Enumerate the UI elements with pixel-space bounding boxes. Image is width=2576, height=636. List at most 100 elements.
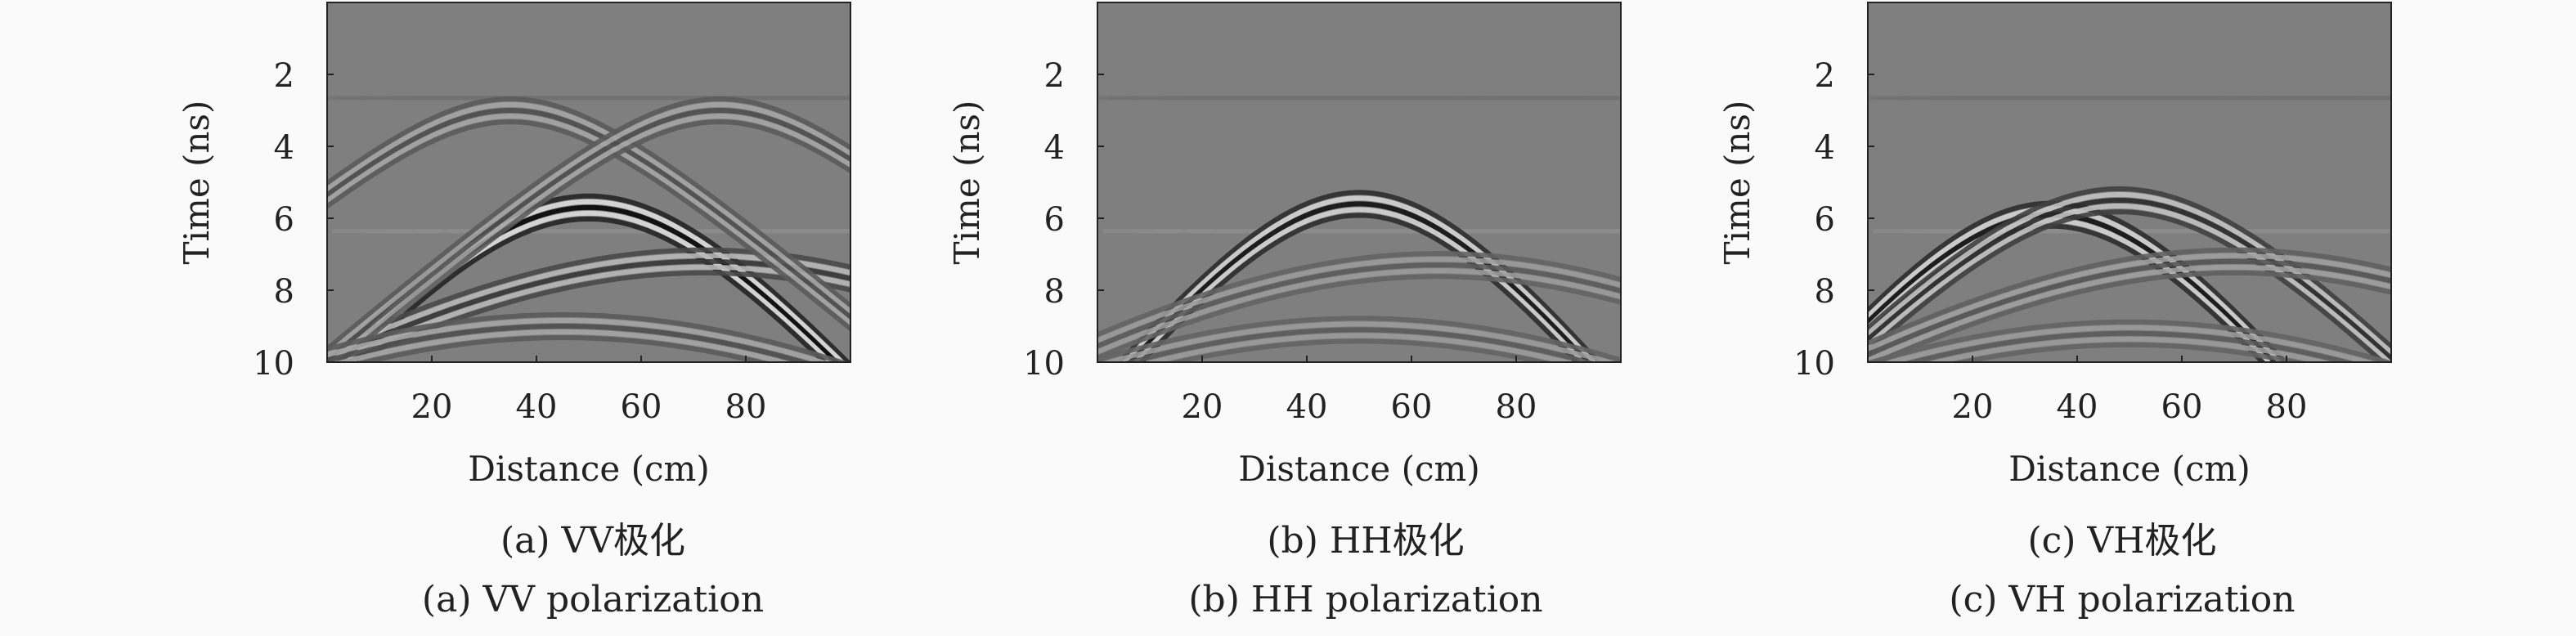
y-axis-label: Time (ns) xyxy=(177,101,217,265)
x-tick-label: 60 xyxy=(2161,388,2203,426)
y-axis-label: Time (ns) xyxy=(947,101,987,265)
reflection-hyperbola xyxy=(327,119,850,332)
x-axis-label: Distance (cm) xyxy=(468,449,709,489)
noise-stripe xyxy=(1469,229,1621,234)
noise-stripe xyxy=(782,229,850,234)
heatmap-background xyxy=(1868,2,2391,362)
reflection-hyperbola xyxy=(1097,262,1621,349)
reflection-hyperbola xyxy=(1165,338,1553,362)
reflection-hyperbola xyxy=(1903,330,2356,362)
x-tick-label: 20 xyxy=(1182,388,1223,426)
reflection-hyperbola xyxy=(1121,327,1597,362)
panel-b: 2 4 6 8 10 20 40 60 80 Distance (cm) Time (ns) xyxy=(947,2,1622,489)
caption-c-en: (c) VH polarization xyxy=(1949,579,2296,620)
noise-stripe xyxy=(1552,229,1621,234)
caption-a-en: (a) VV polarization xyxy=(421,579,765,620)
y-tick-label: 2 xyxy=(1044,57,1065,95)
y-tick-label: 6 xyxy=(274,201,294,239)
reflection-hyperbola xyxy=(1868,264,2391,362)
reflection-hyperbola xyxy=(1097,257,1621,343)
x-axis-label: Distance (cm) xyxy=(2008,449,2250,489)
reflection-hyperbola xyxy=(1097,251,1621,338)
panel-a: 2 4 6 8 10 20 40 60 80 Distance (cm) Time (ns) xyxy=(177,2,851,489)
axes-frame xyxy=(326,2,851,363)
reflection-hyperbola xyxy=(1868,253,2391,352)
reflection-hyperbola xyxy=(1926,336,2333,362)
noise-stripe xyxy=(1495,96,1621,101)
y-tick-label: 4 xyxy=(1044,129,1065,167)
noise-stripe xyxy=(1275,96,1433,101)
y-tick-label: 6 xyxy=(1815,201,1835,239)
y-tick-label: 10 xyxy=(1793,345,1835,383)
noise-stripe xyxy=(505,96,662,101)
reflection-hyperbola xyxy=(327,113,850,326)
reflection-hyperbola xyxy=(327,101,850,357)
heatmap-area xyxy=(1097,2,1621,362)
caption-a-cn: (a) VV极化 xyxy=(500,520,686,562)
x-tick-label: 80 xyxy=(725,388,767,426)
panel-c: 2 4 6 8 10 20 40 60 80 Distance (cm) Time (ns) xyxy=(1717,2,2392,489)
noise-stripe xyxy=(725,96,850,101)
reflection-hyperbola xyxy=(1116,190,1602,362)
reflection-hyperbola xyxy=(1868,212,2278,362)
reflection-hyperbola xyxy=(1097,316,1621,362)
noise-stripe xyxy=(698,229,850,234)
reflection-hyperbola xyxy=(1868,200,2288,362)
axes-frame xyxy=(1867,2,2392,363)
y-tick-label: 2 xyxy=(1815,57,1835,95)
x-tick-label: 40 xyxy=(1286,388,1328,426)
reflection-hyperbola xyxy=(328,113,850,362)
x-tick-label: 40 xyxy=(2057,388,2098,426)
reflection-hyperbola xyxy=(327,107,850,362)
y-tick-label: 2 xyxy=(274,57,294,95)
reflection-hyperbola xyxy=(327,311,850,362)
x-tick-label: 80 xyxy=(1496,388,1537,426)
y-tick-label: 4 xyxy=(1815,129,1835,167)
reflection-hyperbola xyxy=(1868,206,2283,362)
reflection-hyperbola xyxy=(1868,258,2391,357)
reflection-hyperbola xyxy=(1142,333,1576,362)
reflection-hyperbola xyxy=(1097,274,1621,361)
reflection-hyperbola xyxy=(327,96,850,352)
reflection-hyperbola xyxy=(1097,268,1621,355)
x-tick-label: 60 xyxy=(621,388,662,426)
heatmap-area xyxy=(327,2,850,362)
reflection-hyperbola xyxy=(1868,319,2391,362)
noise-stripe xyxy=(363,229,411,234)
x-axis-label: Distance (cm) xyxy=(1238,449,1479,489)
reflection-hyperbola xyxy=(327,96,850,308)
reflection-hyperbola xyxy=(349,216,828,362)
axes-frame xyxy=(1097,2,1622,363)
reflection-hyperbola xyxy=(1870,270,2391,362)
reflection-hyperbola xyxy=(1868,209,2387,362)
reflection-hyperbola xyxy=(327,318,832,362)
noise-stripe xyxy=(2322,229,2391,234)
reflection-hyperbola xyxy=(1868,247,2391,346)
noise-stripe xyxy=(2239,229,2391,234)
x-tick-label: 20 xyxy=(411,388,453,426)
y-tick-label: 6 xyxy=(1044,201,1065,239)
reflection-hyperbola xyxy=(334,329,792,362)
reflection-hyperbola xyxy=(327,101,850,315)
reflection-hyperbola xyxy=(1951,342,2308,362)
reflection-hyperbola xyxy=(355,335,770,362)
y-tick-label: 8 xyxy=(1044,273,1065,311)
reflection-hyperbola xyxy=(327,258,850,362)
reflection-hyperbola xyxy=(1868,203,2391,362)
y-axis-label: Time (ns) xyxy=(1717,101,1757,265)
reflection-hyperbola xyxy=(1868,197,2391,361)
x-tick-label: 20 xyxy=(1952,388,1994,426)
y-tick-label: 10 xyxy=(253,345,294,383)
noise-stripe xyxy=(1133,229,1182,234)
noise-stripe xyxy=(2045,96,2203,101)
x-tick-label: 60 xyxy=(1391,388,1433,426)
reflection-hyperbola xyxy=(327,107,850,320)
y-tick-label: 10 xyxy=(1023,345,1065,383)
x-tick-label: 40 xyxy=(516,388,558,426)
reflection-hyperbola xyxy=(1101,321,1618,362)
y-tick-label: 8 xyxy=(1815,273,1835,311)
heatmap-area xyxy=(1868,2,2391,362)
caption-c-cn: (c) VH极化 xyxy=(2027,520,2217,562)
caption-b-en: (b) HH polarization xyxy=(1188,579,1543,620)
